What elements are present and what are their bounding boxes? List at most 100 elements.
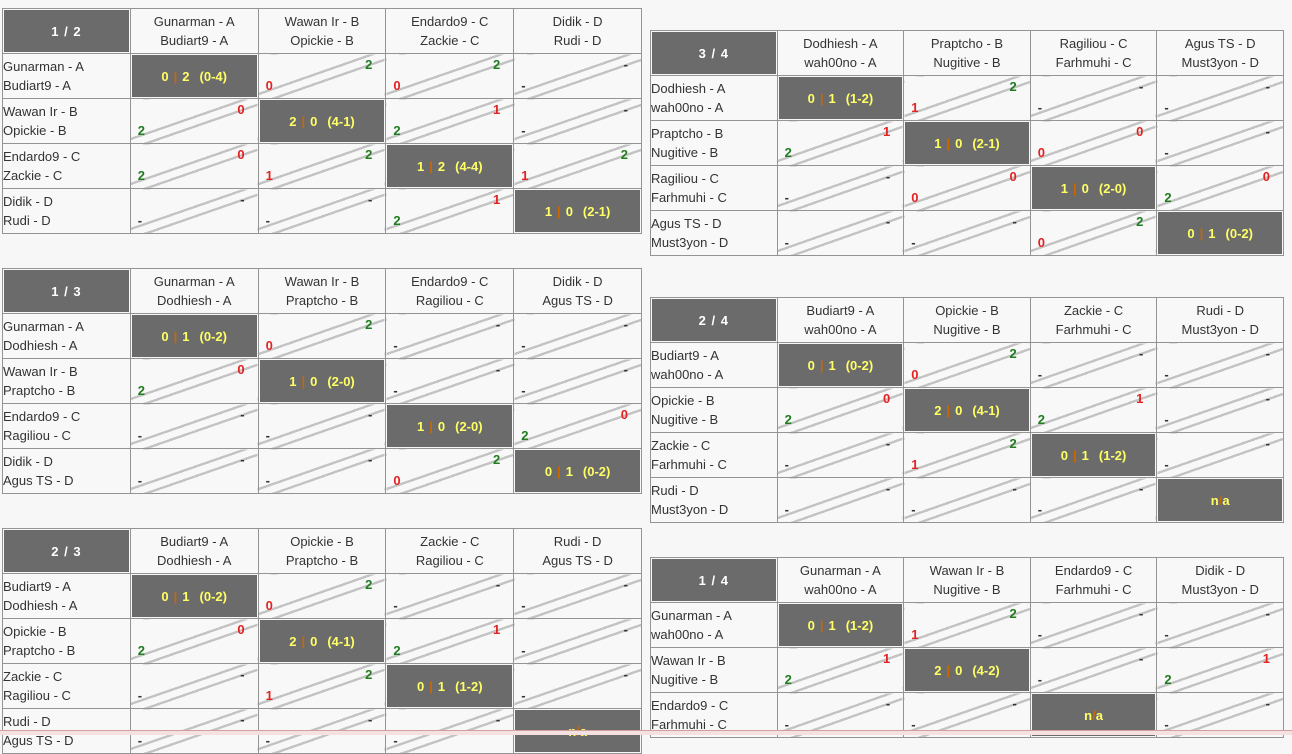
result-detail: (4-1) [327, 633, 355, 649]
team-name-top: Gunarman - A [651, 608, 732, 623]
row-header: Gunarman - A Budiart9 - A [2, 53, 131, 99]
score-bottom-left: 1 [911, 457, 919, 472]
team-name-top: Opickie - B [651, 393, 715, 408]
score-cell: -- [1029, 602, 1158, 648]
row-header: Didik - D Rudi - D [2, 188, 131, 234]
score-top-right: - [368, 407, 373, 422]
score-cell: -- [129, 663, 259, 709]
team-name-top: Praptcho - B [930, 36, 1004, 51]
team-name-bottom: Nugitive - B [933, 55, 1001, 70]
team-name-bottom: Ragiliou - C [415, 293, 484, 308]
table-row: Zackie - C Ragiliou - C - -2 1 0 | 1 (1-2) - - [2, 663, 642, 709]
score-bottom-left: - [1164, 100, 1169, 115]
score-top-right: - [240, 407, 245, 422]
team-name-top: Rudi - D [553, 534, 602, 549]
table-row: Budiart9 - A Dodhiesh - A 0 | 1 (0-2) 2 0- - - - [2, 573, 642, 619]
team-name-top: Zackie - C [3, 669, 63, 684]
score-cell: -- [513, 313, 642, 359]
match-result-cell: 1 | 0 (2-0) [1029, 165, 1158, 211]
crosstable-2-3: 2 / 3 Budiart9 - A Dodhiesh - A Opickie - B… [2, 528, 642, 754]
score-bottom-left: 2 [393, 643, 401, 658]
team-name-top: Gunarman - A [3, 59, 84, 74]
score-top-right: 2 [365, 147, 373, 162]
team-name-bottom: Zackie - C [3, 168, 63, 183]
score-bottom-left: - [265, 473, 270, 488]
table-row: Ragiliou - C Farhmuhi - C - -0 0 1 | 0 (2-0) 0 2 [650, 165, 1284, 211]
result-left-score: 1 [417, 418, 425, 434]
score-top-right: - [623, 102, 628, 117]
column-header: Endardo9 - C Ragiliou - C [385, 268, 515, 314]
match-result-cell: 0 | 1 (0-2) [1156, 210, 1284, 256]
pairing-label: 3 / 4 [650, 30, 778, 76]
pairing-label-text: 1 / 3 [51, 283, 82, 299]
score-cell: -- [1029, 75, 1158, 121]
team-name-top: Opickie - B [935, 303, 999, 318]
column-header: Endardo9 - C Farhmuhi - C [1029, 557, 1158, 603]
score-cell: -- [513, 573, 642, 619]
score-bottom-left: 1 [911, 100, 919, 115]
score-bottom-left: - [137, 428, 143, 443]
result-right-score: 1 [1208, 225, 1216, 241]
score-top-right: - [1265, 436, 1270, 451]
score-cell: -- [513, 618, 642, 664]
score-bottom-left: - [1037, 627, 1043, 642]
score-top-right: - [240, 712, 245, 727]
score-top-right: 0 [620, 407, 628, 422]
result-separator: | [1073, 180, 1077, 196]
score-cell: -- [385, 313, 515, 359]
table-row: Gunarman - A Budiart9 - A 0 | 2 (0-4) 2 0 2 0- - [2, 53, 642, 99]
team-name-bottom: wah00no - A [651, 627, 724, 642]
score-bottom-left: 0 [265, 338, 273, 353]
row-header: Praptcho - B Nugitive - B [650, 120, 778, 166]
team-name-bottom: Nugitive - B [933, 322, 1001, 337]
score-cell: -- [776, 477, 905, 523]
na-cell: n/a [1156, 477, 1284, 523]
row-header: Opickie - B Praptcho - B [2, 618, 131, 664]
column-header: Opickie - B Nugitive - B [903, 297, 1031, 343]
result-separator: | [301, 633, 306, 649]
result-left-score: 0 [544, 463, 553, 479]
score-top-right: - [623, 577, 628, 592]
score-bottom-left: - [521, 383, 526, 398]
team-name-bottom: Must3yon - D [1181, 322, 1259, 337]
team-name-bottom: Must3yon - D [1181, 55, 1259, 70]
table-row: Wawan Ir - B Praptcho - B 0 2 1 | 0 (2-0) - - - - [2, 358, 642, 404]
pairing-label-text: 3 / 4 [698, 45, 729, 61]
table-row: Didik - D Agus TS - D - - - -2 0 0 | 1 (0-2) [2, 448, 642, 494]
row-header: Zackie - C Ragiliou - C [2, 663, 131, 709]
team-name-bottom: Ragiliou - C [415, 553, 484, 568]
row-header: Wawan Ir - B Praptcho - B [2, 358, 131, 404]
result-detail: (0-2) [845, 357, 874, 373]
result-right-score: 0 [310, 633, 318, 649]
score-cell: -- [1156, 432, 1284, 478]
result-left-score: 0 [1060, 447, 1069, 463]
team-name-bottom: Must3yon - D [651, 502, 729, 517]
score-bottom-left: - [393, 338, 398, 353]
score-bottom-left: 2 [1164, 672, 1172, 687]
table-row: Endardo9 - C Ragiliou - C - - - -1 | 0 (2-0) 0 2 [2, 403, 642, 449]
result-left-score: n [1084, 707, 1093, 723]
result-left-score: n [1210, 492, 1219, 508]
score-top-right: - [240, 667, 245, 682]
score-bottom-left: 2 [137, 643, 146, 658]
team-name-bottom: wah00no - A [804, 582, 877, 597]
row-header: Gunarman - A Dodhiesh - A [2, 313, 131, 359]
score-bottom-left: - [137, 213, 143, 228]
team-name-top: Didik - D [1195, 563, 1246, 578]
score-cell: -- [129, 448, 259, 494]
score-bottom-left: 2 [784, 672, 792, 687]
score-top-right: - [1265, 606, 1270, 621]
team-name-top: Endardo9 - C [651, 698, 729, 713]
result-right-score: 1 [828, 617, 836, 633]
team-name-top: Rudi - D [1196, 303, 1245, 318]
match-result-cell: 1 | 0 (2-1) [513, 188, 642, 234]
result-separator: | [946, 135, 951, 151]
score-bottom-left: 0 [265, 598, 273, 613]
pairing-label: 1 / 3 [2, 268, 131, 314]
header-row: 2 / 4 Budiart9 - A wah00no - A Opickie - B N… [650, 297, 1284, 343]
team-name-bottom: Agus TS - D [3, 473, 74, 488]
